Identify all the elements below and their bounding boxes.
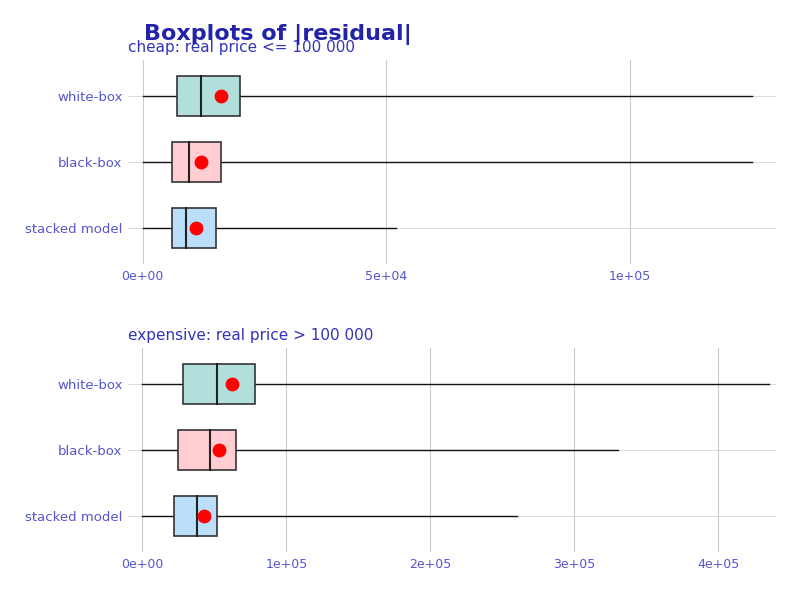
Point: [190, 223, 202, 233]
Bar: [178, 430, 236, 470]
Bar: [174, 496, 218, 536]
Bar: [172, 208, 216, 248]
Point: [226, 379, 238, 389]
Bar: [172, 142, 221, 182]
Point: [212, 445, 225, 455]
Text: cheap: real price <= 100 000: cheap: real price <= 100 000: [128, 40, 355, 55]
Bar: [182, 364, 254, 404]
Point: [194, 157, 207, 167]
Text: Boxplots of |residual|: Boxplots of |residual|: [144, 24, 412, 45]
Text: expensive: real price > 100 000: expensive: real price > 100 000: [128, 328, 374, 343]
Point: [214, 91, 227, 101]
Bar: [177, 76, 240, 116]
Point: [198, 511, 210, 521]
